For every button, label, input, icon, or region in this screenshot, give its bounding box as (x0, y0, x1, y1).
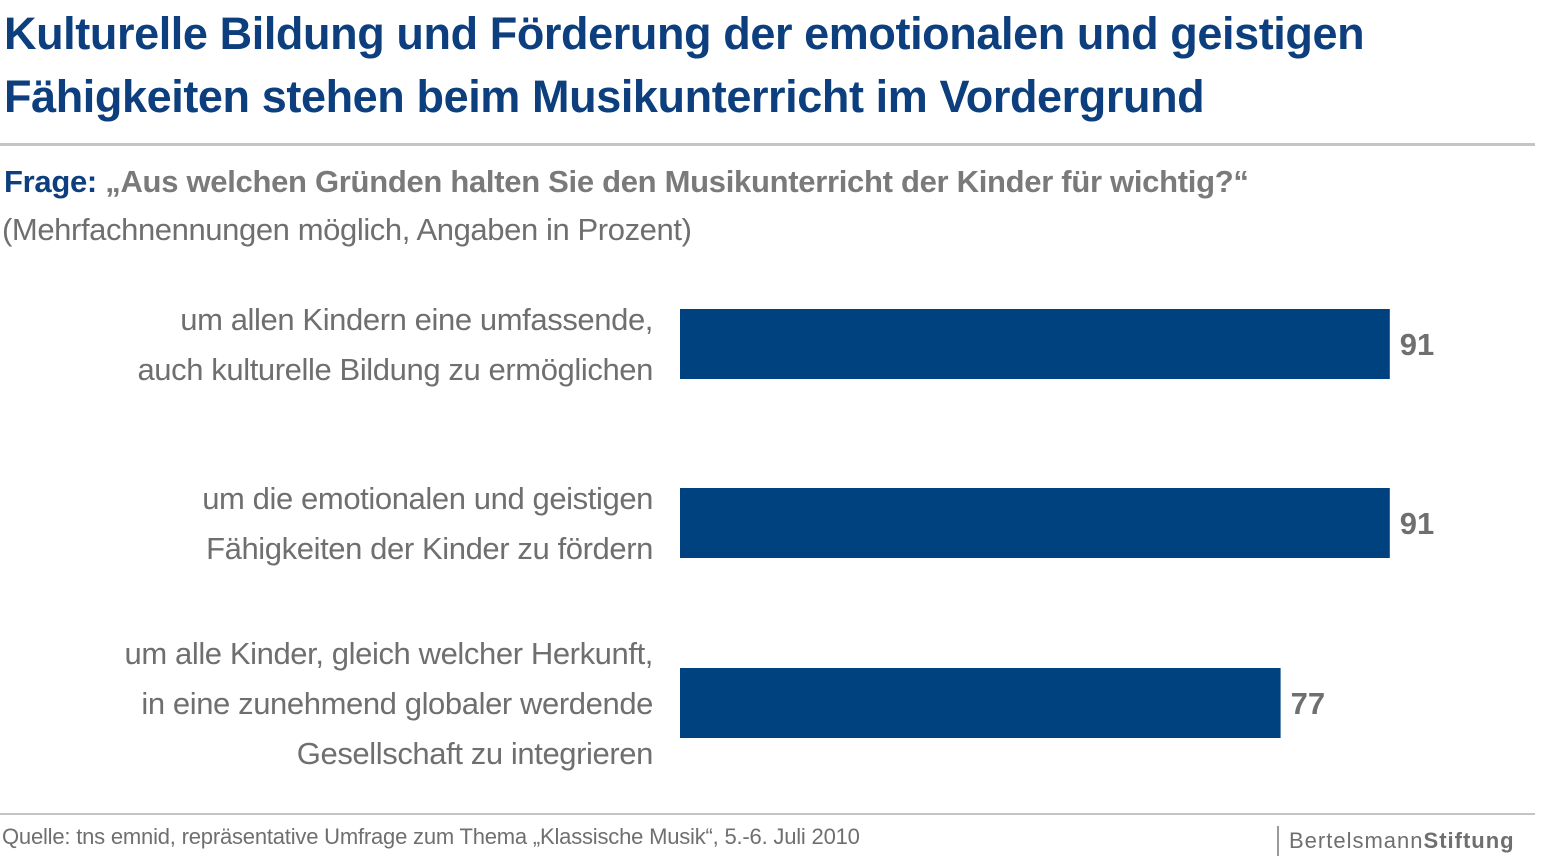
category-label-2-line-2: Fähigkeiten der Kinder zu fördern (206, 531, 653, 566)
logo-divider (1277, 826, 1279, 856)
category-label-1: um allen Kindern eine umfassende, auch ku… (137, 302, 653, 387)
chart-title: Kulturelle Bildung und Förderung der emo… (4, 2, 1544, 128)
bars (680, 309, 1390, 738)
bar-1 (680, 309, 1390, 379)
title-divider (0, 143, 1535, 146)
category-label-3-line-1: um alle Kinder, gleich welcher Herkunft, (125, 636, 653, 671)
bar-2 (680, 488, 1390, 558)
logo-text-bold: Stiftung (1423, 828, 1515, 853)
value-label-2: 91 (1400, 506, 1434, 541)
category-label-3: um alle Kinder, gleich welcher Herkunft,… (125, 636, 653, 771)
footer-divider (0, 813, 1535, 815)
category-labels: um allen Kindern eine umfassende, auch ku… (125, 302, 654, 771)
category-label-3-line-2: in eine zunehmend globaler werdende (141, 686, 653, 721)
value-labels: 91 91 77 (1291, 327, 1435, 721)
bertelsmann-stiftung-logo: BertelsmannStiftung (1289, 826, 1515, 856)
value-label-1: 91 (1400, 327, 1434, 362)
category-label-2-line-1: um die emotionalen und geistigen (202, 481, 653, 516)
chart-title-line-2: Fähigkeiten stehen beim Musikunterricht … (4, 71, 1205, 122)
logo-text-regular: Bertelsmann (1289, 828, 1424, 853)
source-note: Quelle: tns emnid, repräsentative Umfrag… (2, 824, 860, 849)
value-label-3: 77 (1291, 686, 1325, 721)
chart-note: (Mehrfachnennungen möglich, Angaben in P… (2, 212, 692, 247)
question-text: „Aus welchen Gründen halten Sie den Musi… (96, 164, 1249, 199)
category-label-1-line-2: auch kulturelle Bildung zu ermöglichen (137, 352, 653, 387)
bar-3 (680, 668, 1281, 738)
survey-question: Frage: „Aus welchen Gründen halten Sie d… (4, 162, 1249, 202)
chart-title-line-1: Kulturelle Bildung und Förderung der emo… (4, 8, 1365, 59)
category-label-2: um die emotionalen und geistigen Fähigkei… (202, 481, 653, 566)
category-label-1-line-1: um allen Kindern eine umfassende, (180, 302, 653, 337)
question-label: Frage: (4, 164, 97, 199)
category-label-3-line-3: Gesellschaft zu integrieren (297, 736, 653, 771)
